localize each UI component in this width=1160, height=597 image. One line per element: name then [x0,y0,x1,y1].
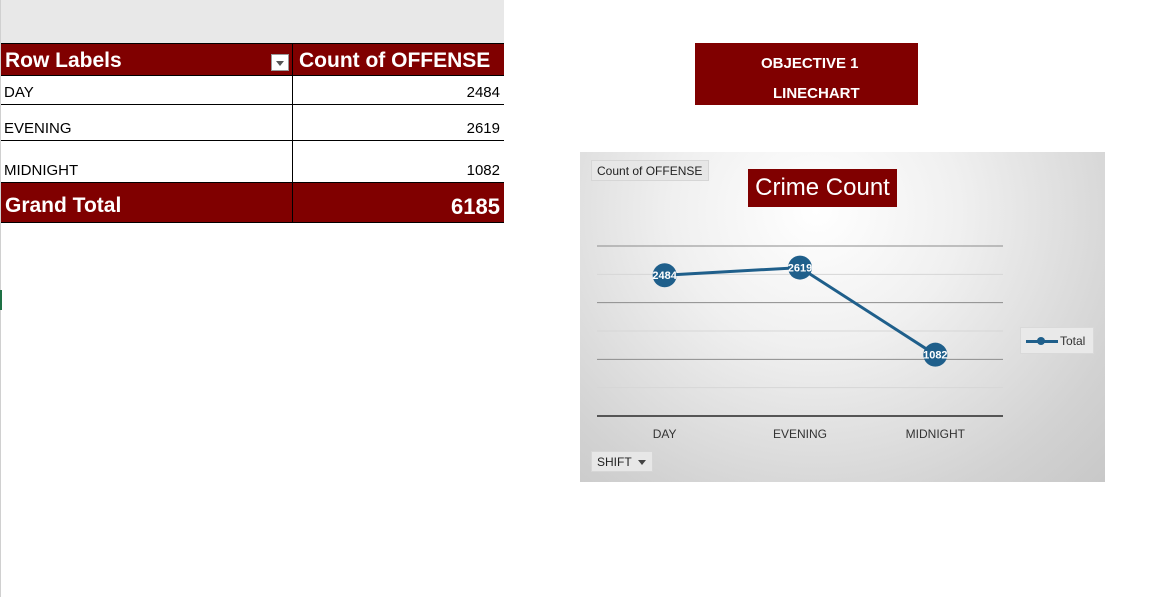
value-field-button[interactable]: Count of OFFENSE [591,160,709,181]
legend-label: Total [1060,334,1086,348]
row-labels-header[interactable]: Row Labels [1,44,293,75]
chart-title[interactable]: Crime Count [748,169,897,207]
count-header-text: Count of OFFENSE [299,49,491,72]
pivot-table: Row Labels Count of OFFENSE DAY 2484 EVE… [1,43,504,223]
row-labels-header-text: Row Labels [5,49,122,72]
row-value: 1082 [466,162,500,179]
series-line [664,266,937,356]
selection-marker [0,290,2,310]
row-value: 2619 [466,120,500,137]
pivot-row[interactable]: EVENING 2619 [1,105,504,141]
data-label: 1082 [923,350,947,362]
grand-total-row[interactable]: Grand Total 6185 [1,183,504,223]
data-label: 2619 [788,263,812,275]
value-field-label: Count of OFFENSE [597,164,703,178]
chart-plot-area: DAY EVENING MIDNIGHT 2484 2619 1082 [597,245,1003,441]
row-label: DAY [4,84,34,101]
grand-total-label: Grand Total [5,194,122,217]
row-labels-filter-button[interactable] [271,54,289,71]
sheet-gray-area [1,0,504,43]
grand-total-value-cell[interactable]: 6185 [293,183,504,222]
pivot-row[interactable]: DAY 2484 [1,76,504,105]
legend-marker [1037,337,1045,345]
x-tick-label: EVENING [773,427,827,441]
grand-total-value: 6185 [451,194,500,219]
axis-field-button[interactable]: SHIFT [591,451,653,472]
row-label: EVENING [4,120,72,137]
x-tick-label: MIDNIGHT [906,427,966,441]
objective-box[interactable]: OBJECTIVE 1 LINECHART [695,43,918,105]
pivot-header-row: Row Labels Count of OFFENSE [1,43,504,76]
data-point [923,342,948,367]
row-value-cell[interactable]: 1082 [293,141,504,182]
row-label-cell[interactable]: EVENING [1,105,293,140]
row-label-cell[interactable]: DAY [1,76,293,104]
chart-title-text: Crime Count [755,174,890,201]
chart-legend[interactable]: Total [1020,327,1094,354]
count-header[interactable]: Count of OFFENSE [293,44,504,75]
dropdown-arrow-icon [638,460,646,465]
grand-total-label-cell[interactable]: Grand Total [1,183,293,222]
row-label-cell[interactable]: MIDNIGHT [1,141,293,182]
objective-title: OBJECTIVE 1 [761,55,859,72]
axis-field-label: SHIFT [597,455,632,469]
data-label: 2484 [652,270,677,282]
row-value-cell[interactable]: 2619 [293,105,504,140]
data-point [788,255,812,280]
row-value-cell[interactable]: 2484 [293,76,504,104]
pivot-row[interactable]: MIDNIGHT 1082 [1,141,504,183]
data-point [652,263,677,288]
row-label: MIDNIGHT [4,162,79,179]
row-value: 2484 [466,84,500,101]
pivot-chart[interactable]: DAY EVENING MIDNIGHT 2484 2619 1082 Count of … [580,152,1105,482]
objective-subtitle: LINECHART [773,85,860,102]
x-tick-label: DAY [653,427,677,441]
